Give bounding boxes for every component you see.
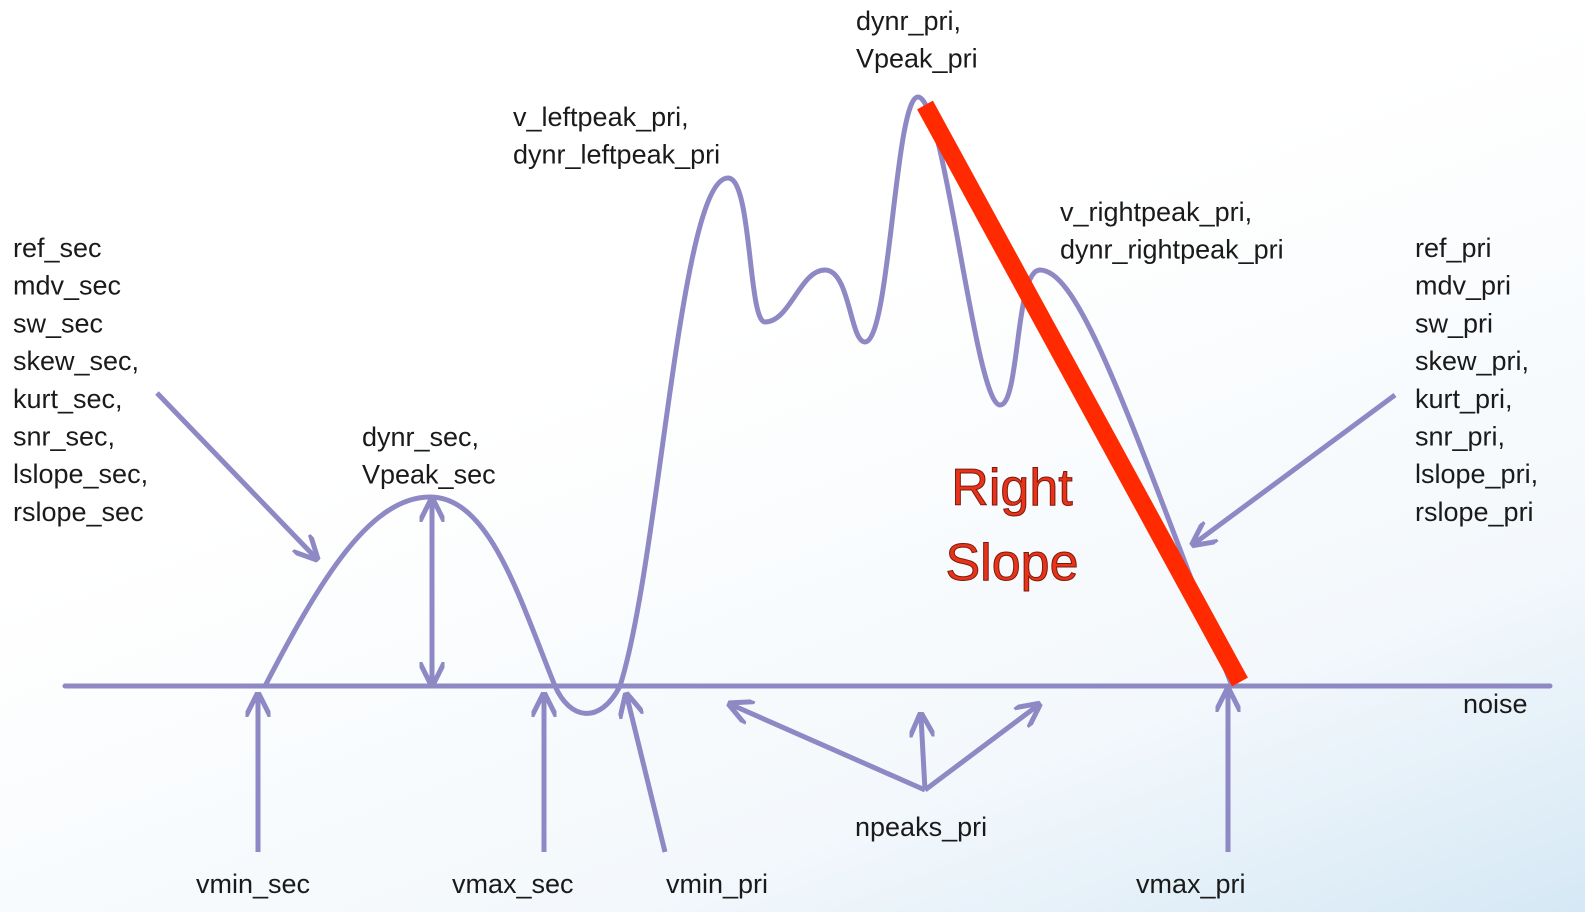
label: vmin_sec (196, 869, 310, 899)
label: dynr_leftpeak_pri (513, 140, 720, 170)
label: ref_sec (13, 233, 102, 263)
arrow (155, 391, 315, 557)
label: dynr_sec, (362, 422, 479, 452)
arrow (627, 697, 668, 853)
arrow (923, 706, 1037, 792)
label: noise (1463, 689, 1528, 719)
label: vmax_sec (452, 869, 574, 899)
label: snr_pri, (1415, 422, 1505, 452)
label: dynr_pri, (856, 6, 961, 36)
label: lslope_pri, (1415, 459, 1538, 489)
label: kurt_pri, (1415, 384, 1513, 414)
label: skew_sec, (13, 346, 139, 376)
arrows (155, 391, 1397, 853)
slope-label: Right (951, 459, 1073, 517)
arrow (1195, 392, 1397, 543)
label: v_leftpeak_pri, (513, 102, 689, 132)
label: npeaks_pri (855, 812, 987, 842)
arrow (732, 705, 927, 793)
arrow (921, 717, 925, 791)
label: Vpeak_pri (856, 44, 978, 74)
label: lslope_sec, (13, 459, 148, 489)
label: sw_pri (1415, 308, 1493, 338)
slope-label: Slope (946, 534, 1079, 592)
label: vmin_pri (666, 869, 768, 899)
label: sw_sec (13, 308, 103, 338)
label: rslope_pri (1415, 497, 1534, 527)
label: rslope_sec (13, 497, 144, 527)
label: dynr_rightpeak_pri (1060, 235, 1284, 265)
label: mdv_sec (13, 271, 121, 301)
spectrum-curve (262, 94, 1235, 716)
label: Vpeak_sec (362, 460, 496, 490)
label: vmax_pri (1136, 869, 1246, 899)
label: v_rightpeak_pri, (1060, 197, 1252, 227)
label: snr_sec, (13, 422, 115, 452)
label: kurt_sec, (13, 384, 123, 414)
label: skew_pri, (1415, 346, 1529, 376)
label: mdv_pri (1415, 271, 1511, 301)
label: ref_pri (1415, 233, 1492, 263)
right-slope-line (917, 100, 1248, 687)
